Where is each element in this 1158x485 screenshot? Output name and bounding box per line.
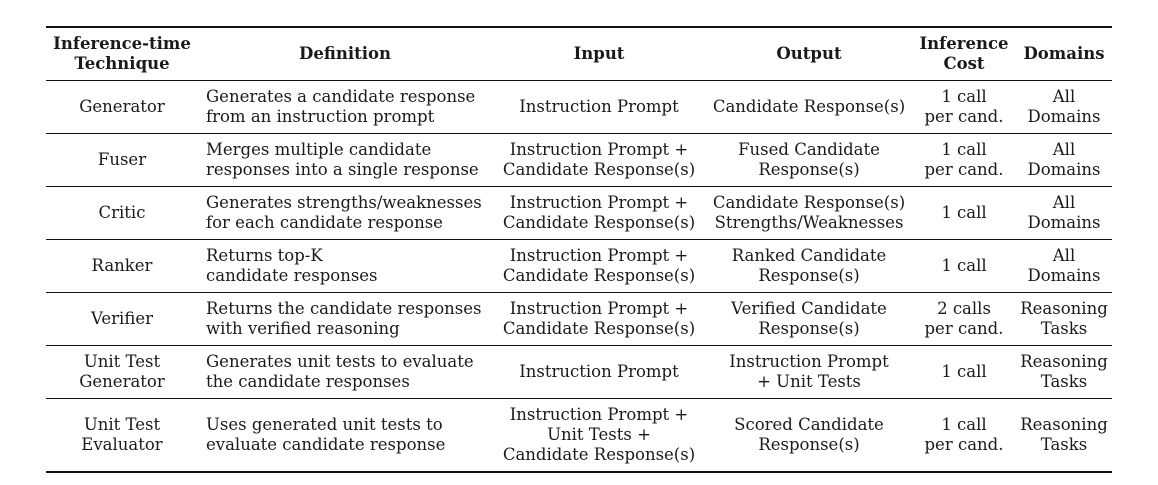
cell-domains: All Domains [1027,193,1101,232]
table-body: Generator Generates a candidate response… [46,81,1112,472]
cell-technique: Critic [98,203,146,222]
cell-definition: Generates a candidate response from an i… [206,87,476,126]
cell-cost: 1 call per cand. [924,414,1004,454]
cell-cost: 2 calls per cand. [924,299,1004,338]
cell-technique: Ranker [91,256,153,275]
cell-input: Instruction Prompt + Unit Tests + Candid… [502,404,696,464]
cell-output: Verified Candidate Response(s) [731,299,887,338]
cell-input: Instruction Prompt [519,362,679,381]
cell-definition: Generates strengths/weaknesses for each … [206,193,482,232]
cell-output: Ranked Candidate Response(s) [731,246,887,285]
cell-cost: 1 call [941,203,987,222]
cell-output: Fused Candidate Response(s) [738,140,880,179]
cell-definition: Uses generated unit tests to evaluate ca… [206,414,446,454]
cell-output: Candidate Response(s) [712,97,906,116]
table-row: Fuser Merges multiple candidate response… [46,134,1112,187]
cell-definition: Merges multiple candidate responses into… [206,140,479,179]
header-definition: Definition [299,44,391,63]
cell-input: Instruction Prompt + Candidate Response(… [502,193,696,232]
cell-cost: 1 call per cand. [924,140,1004,179]
cell-definition: Returns the candidate responses with ver… [206,299,482,338]
table-row: Ranker Returns top-K candidate responses… [46,240,1112,293]
header-row: Inference-time Technique Definition Inpu… [46,27,1112,81]
table-row: Critic Generates strengths/weaknesses fo… [46,187,1112,240]
header-technique: Inference-time Technique [53,34,191,73]
table-row: Verifier Returns the candidate responses… [46,293,1112,346]
cell-domains: Reasoning Tasks [1020,299,1108,338]
cell-technique: Fuser [97,150,147,169]
cell-cost: 1 call [941,256,987,275]
inference-techniques-table: Inference-time Technique Definition Inpu… [46,26,1112,473]
cell-input: Instruction Prompt [519,97,679,116]
table-row: Unit Test Evaluator Uses generated unit … [46,399,1112,472]
techniques-table-container: Inference-time Technique Definition Inpu… [46,26,1112,473]
cell-domains: All Domains [1027,246,1101,285]
cell-input: Instruction Prompt + Candidate Response(… [502,299,696,338]
cell-cost: 1 call per cand. [924,87,1004,126]
cell-output: Scored Candidate Response(s) [734,414,884,454]
table-header: Inference-time Technique Definition Inpu… [46,27,1112,81]
cell-input: Instruction Prompt + Candidate Response(… [502,246,696,285]
cell-output: Instruction Prompt + Unit Tests [729,352,889,391]
cell-domains: All Domains [1027,140,1101,179]
header-domains: Domains [1023,44,1105,63]
cell-domains: Reasoning Tasks [1020,352,1108,391]
header-input: Input [573,44,625,63]
cell-technique: Unit Test Generator [79,352,165,391]
cell-technique: Generator [79,97,165,116]
cell-technique: Unit Test Evaluator [81,414,163,454]
cell-definition: Generates unit tests to evaluate the can… [206,352,474,391]
cell-definition: Returns top-K candidate responses [206,246,378,285]
cell-output: Candidate Response(s) Strengths/Weakness… [712,193,906,232]
cell-technique: Verifier [91,309,153,328]
header-inference-cost: Inference Cost [919,34,1009,73]
cell-input: Instruction Prompt + Candidate Response(… [502,140,696,179]
cell-domains: Reasoning Tasks [1020,414,1108,454]
table-row: Unit Test Generator Generates unit tests… [46,346,1112,399]
header-output: Output [776,44,842,63]
cell-domains: All Domains [1027,87,1101,126]
table-row: Generator Generates a candidate response… [46,81,1112,134]
cell-cost: 1 call [941,362,987,381]
